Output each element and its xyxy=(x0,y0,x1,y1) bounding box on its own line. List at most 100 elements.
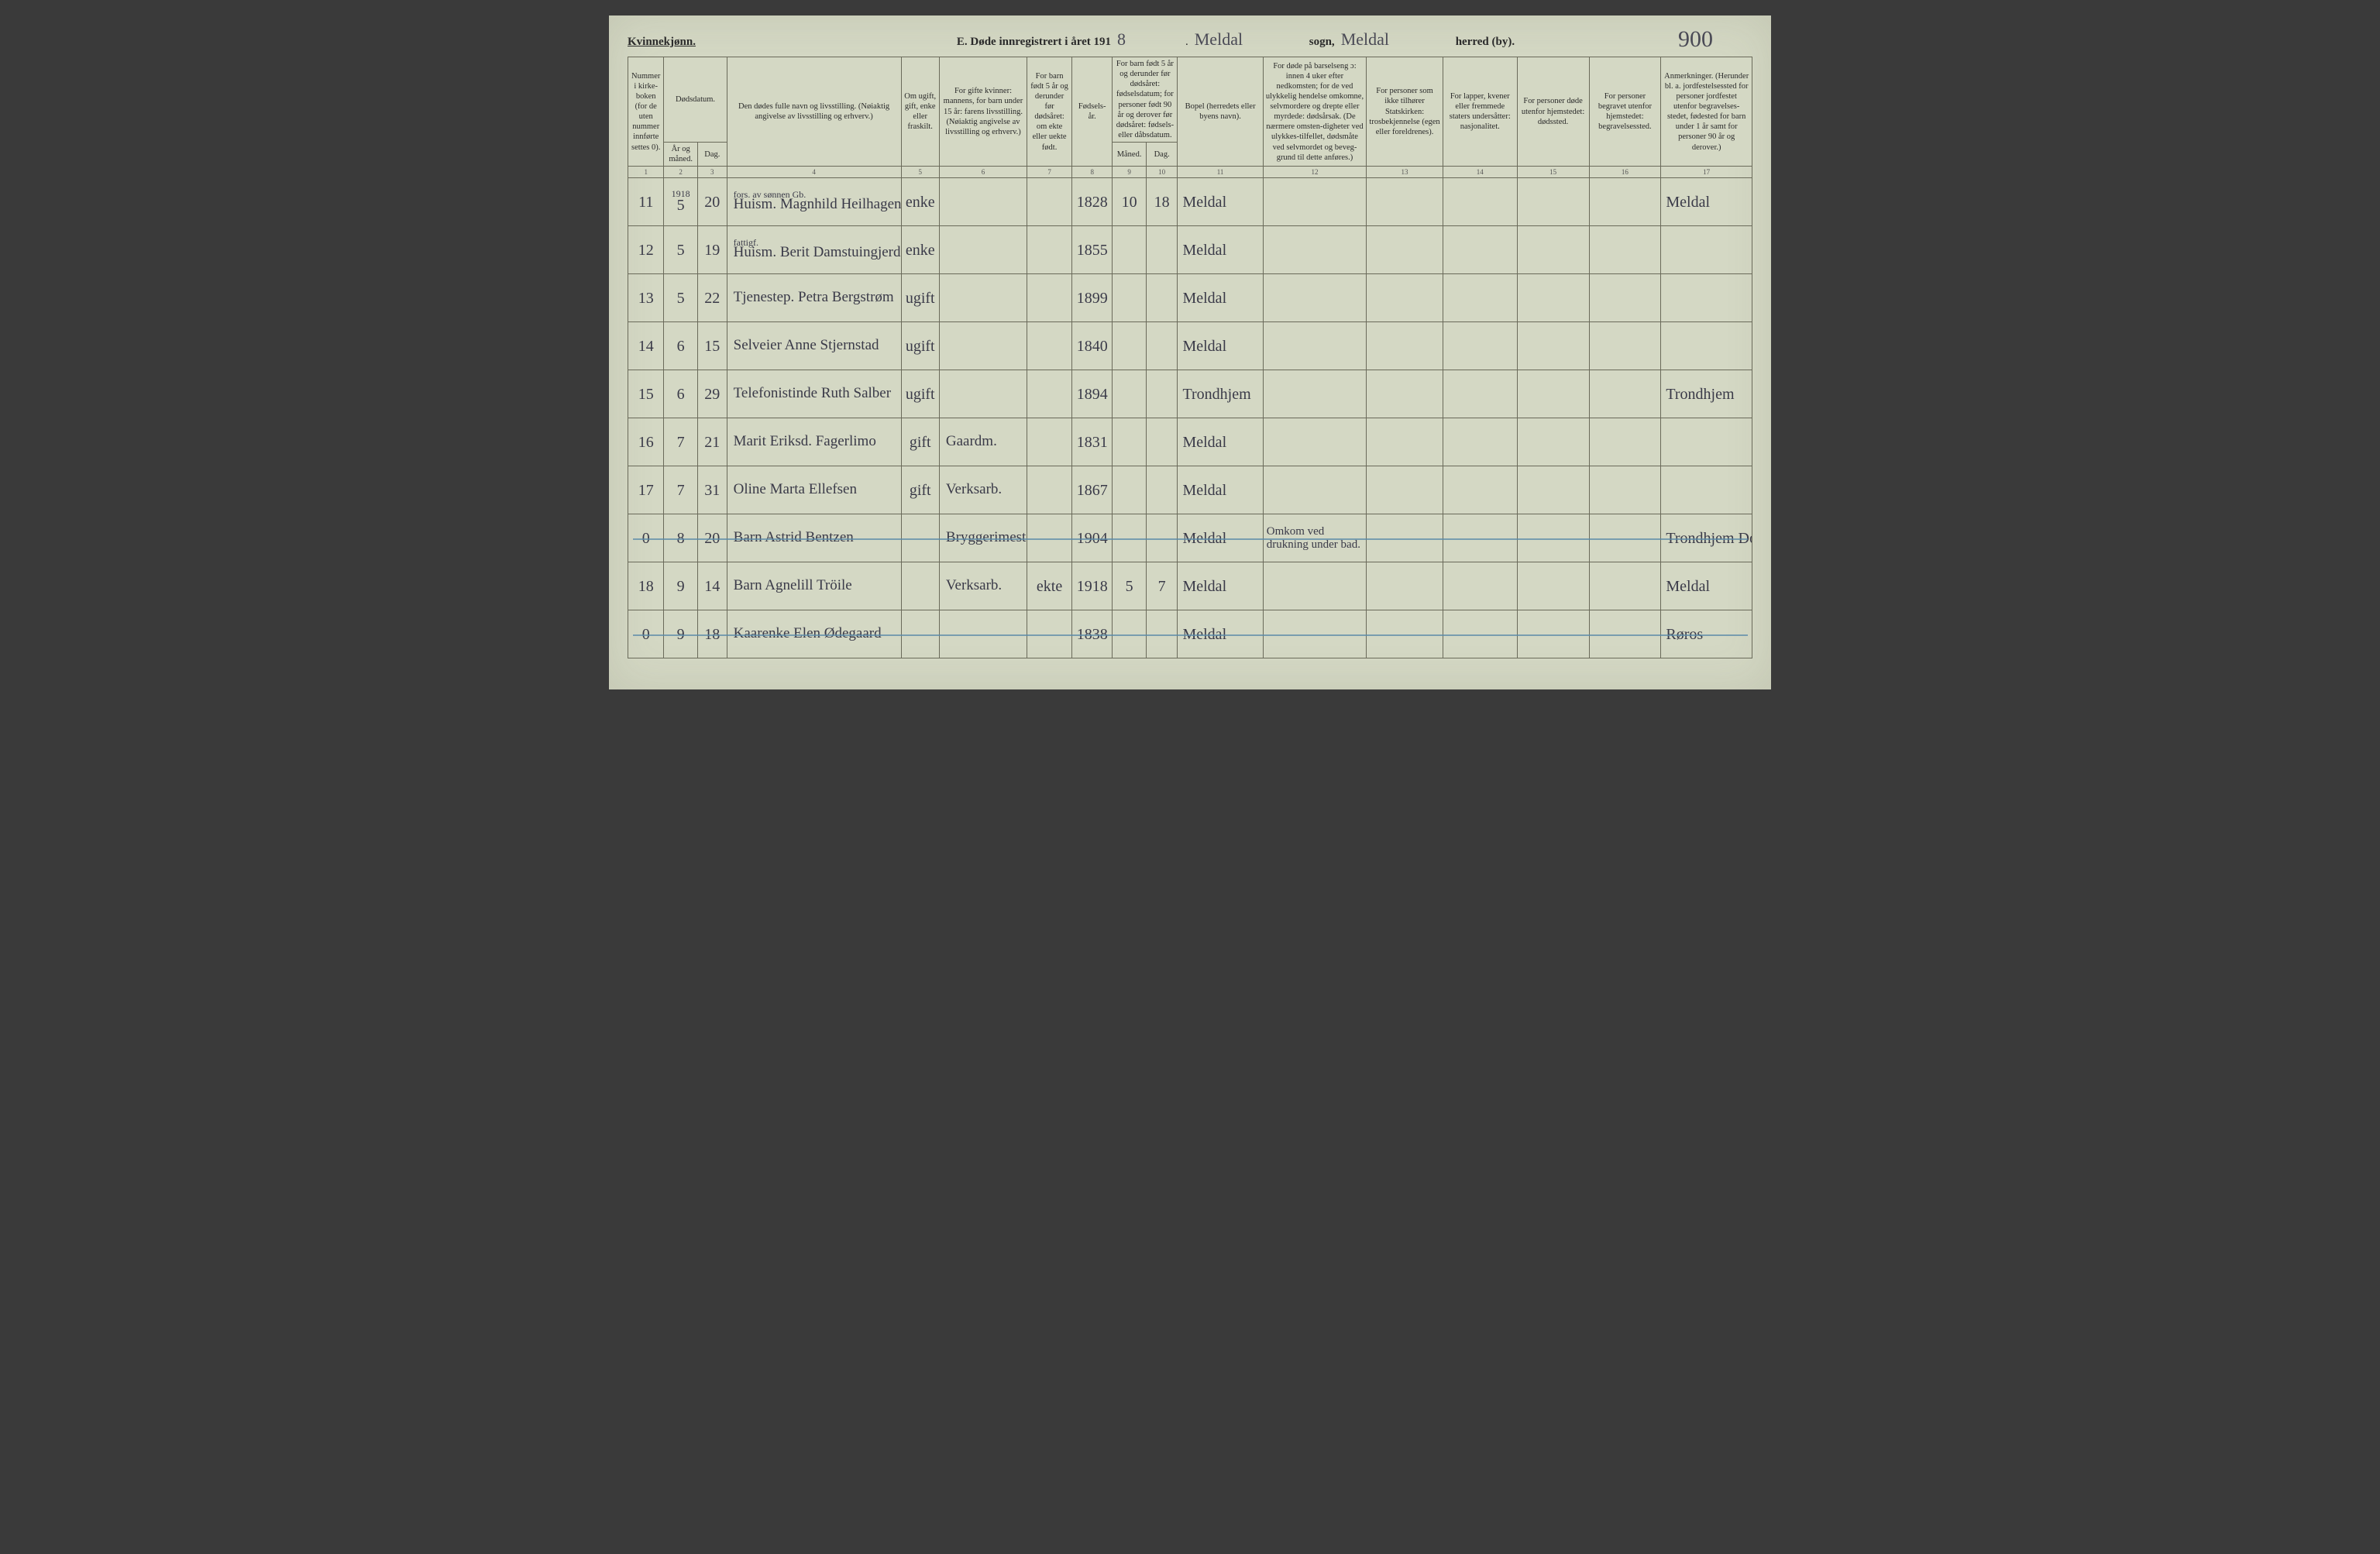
table-cell: 7 xyxy=(1146,562,1178,610)
table-cell: 18 xyxy=(1146,178,1178,226)
header-line: Kvinnekjønn. E. Døde innregistrert i åre… xyxy=(628,29,1752,50)
table-cell xyxy=(1027,418,1072,466)
table-cell: Meldal xyxy=(1178,418,1263,466)
table-cell xyxy=(1027,226,1072,274)
col-header: For lapper, kvener eller fremmede stater… xyxy=(1443,57,1517,167)
table-cell: Meldal xyxy=(1178,226,1263,274)
table-row: 15629Telefonistinde Ruth Salberugift1894… xyxy=(628,370,1752,418)
table-cell xyxy=(1443,178,1517,226)
col-num: 13 xyxy=(1367,167,1443,178)
table-cell: 7 xyxy=(664,466,698,514)
table-cell: Meldal xyxy=(1661,178,1752,226)
table-cell xyxy=(1146,418,1178,466)
table-cell xyxy=(1661,226,1752,274)
register-table: Nummer i kirke-boken (for de uten nummer… xyxy=(628,57,1752,658)
table-cell: Marit Eriksd. Fagerlimo xyxy=(727,418,901,466)
table-cell xyxy=(1443,562,1517,610)
table-header: Nummer i kirke-boken (for de uten nummer… xyxy=(628,57,1752,178)
table-cell: 11 xyxy=(628,178,664,226)
table-cell xyxy=(1589,418,1661,466)
table-cell xyxy=(1367,370,1443,418)
table-cell: 6 xyxy=(664,370,698,418)
table-cell: 18 xyxy=(628,562,664,610)
table-cell xyxy=(1443,274,1517,322)
table-cell: Selveier Anne Stjernstad xyxy=(727,322,901,370)
table-row: 13522Tjenestep. Petra Bergstrømugift1899… xyxy=(628,274,1752,322)
table-cell: 6 xyxy=(664,322,698,370)
table-cell: 1855 xyxy=(1072,226,1113,274)
col-num: 6 xyxy=(939,167,1027,178)
table-cell xyxy=(1589,226,1661,274)
table-cell xyxy=(1661,274,1752,322)
table-cell: enke xyxy=(901,226,939,274)
table-cell: 12 xyxy=(628,226,664,274)
col-header: Fødsels-år. xyxy=(1072,57,1113,167)
table-cell: 13 xyxy=(628,274,664,322)
strike-line xyxy=(633,538,1748,540)
table-cell xyxy=(1661,466,1752,514)
col-header: Dag. xyxy=(1146,143,1178,167)
table-cell: 16 xyxy=(628,418,664,466)
table-cell: 14 xyxy=(697,562,727,610)
col-num: 9 xyxy=(1113,167,1147,178)
table-cell xyxy=(1443,226,1517,274)
table-cell xyxy=(1146,274,1178,322)
table-cell xyxy=(1146,370,1178,418)
table-cell xyxy=(1263,322,1366,370)
table-cell xyxy=(1146,226,1178,274)
table-row: 18914Barn Agnelill TröileVerksarb.ekte19… xyxy=(628,562,1752,610)
col-header: Dag. xyxy=(697,143,727,167)
table-cell xyxy=(939,322,1027,370)
table-cell: 7 xyxy=(664,418,698,466)
table-cell xyxy=(1367,562,1443,610)
table-cell: 1899 xyxy=(1072,274,1113,322)
table-cell: fattigf.Huism. Berit Damstuingjerdet xyxy=(727,226,901,274)
col-num: 10 xyxy=(1146,167,1178,178)
table-cell: Verksarb. xyxy=(939,562,1027,610)
table-cell xyxy=(1146,322,1178,370)
register-page: 900 Kvinnekjønn. E. Døde innregistrert i… xyxy=(609,15,1771,689)
table-cell xyxy=(939,274,1027,322)
table-cell: Meldal xyxy=(1661,562,1752,610)
table-cell: 1918 xyxy=(1072,562,1113,610)
table-cell: Meldal xyxy=(1178,322,1263,370)
table-cell xyxy=(1027,370,1072,418)
table-cell xyxy=(1517,466,1589,514)
table-cell: 1828 xyxy=(1072,178,1113,226)
table-cell xyxy=(1517,322,1589,370)
table-cell: gift xyxy=(901,466,939,514)
col-num: 7 xyxy=(1027,167,1072,178)
table-cell: 5 xyxy=(664,274,698,322)
col-header: For gifte kvinner: mannens, for barn und… xyxy=(939,57,1027,167)
table-cell: ugift xyxy=(901,322,939,370)
table-cell xyxy=(1263,274,1366,322)
col-header: For personer døde utenfor hjemstedet: dø… xyxy=(1517,57,1589,167)
table-cell xyxy=(1263,370,1366,418)
table-cell xyxy=(1113,418,1147,466)
table-row: 12519fattigf.Huism. Berit Damstuingjerde… xyxy=(628,226,1752,274)
table-cell: 5 xyxy=(1113,562,1147,610)
table-cell: Gaardm. xyxy=(939,418,1027,466)
table-cell xyxy=(1113,274,1147,322)
herred-label: herred (by). xyxy=(1456,36,1515,49)
table-cell xyxy=(1661,418,1752,466)
table-body: 111918520fors. av sønnen Gb.Huism. Magnh… xyxy=(628,178,1752,658)
col-num: 11 xyxy=(1178,167,1263,178)
table-cell: 10 xyxy=(1113,178,1147,226)
strike-line xyxy=(633,634,1748,636)
table-cell xyxy=(1367,322,1443,370)
sogn-label: sogn, xyxy=(1309,36,1335,49)
table-cell xyxy=(1113,322,1147,370)
table-cell: Meldal xyxy=(1178,466,1263,514)
col-header: For døde på barselseng ɔ: innen 4 uker e… xyxy=(1263,57,1366,167)
table-cell: 19 xyxy=(697,226,727,274)
table-cell: Meldal xyxy=(1178,274,1263,322)
col-header: For personer begravet utenfor hjemstedet… xyxy=(1589,57,1661,167)
col-header: Måned. xyxy=(1113,143,1147,167)
table-cell: fors. av sønnen Gb.Huism. Magnhild Heilh… xyxy=(727,178,901,226)
title-period: . xyxy=(1185,36,1188,49)
table-cell xyxy=(1367,466,1443,514)
title-prefix: E. Døde innregistrert i året 191 xyxy=(957,36,1111,49)
table-cell: 22 xyxy=(697,274,727,322)
col-header: Bopel (herredets eller byens navn). xyxy=(1178,57,1263,167)
